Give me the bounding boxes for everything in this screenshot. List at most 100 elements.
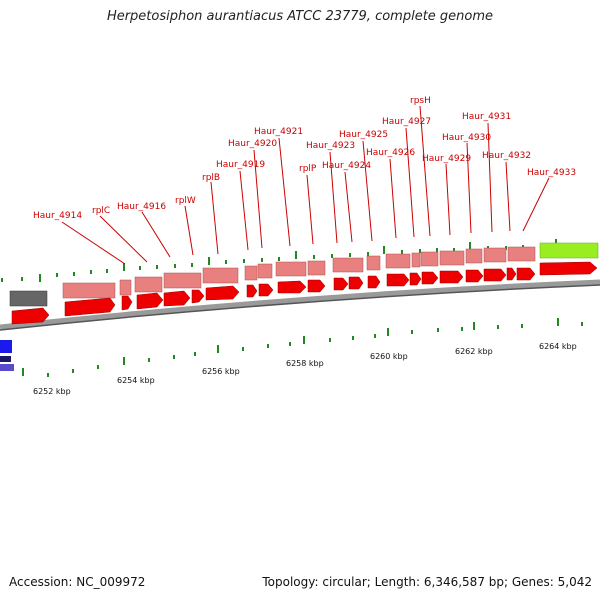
gene-label: rpsH <box>410 96 431 106</box>
red-gene-arrow <box>348 276 364 290</box>
gene-label: Haur_4921 <box>254 127 303 137</box>
scale-label: 6260 kbp <box>370 352 408 361</box>
red-gene-arrow <box>136 292 164 310</box>
outer-tick-row <box>1 239 557 282</box>
red-gene-arrow <box>163 290 191 307</box>
leader-line <box>419 105 431 237</box>
pink-gene <box>483 247 507 263</box>
red-gene-arrow <box>516 267 536 281</box>
leader-line <box>344 171 353 243</box>
pink-gene <box>163 272 202 289</box>
pink-gene <box>119 279 132 296</box>
leader-line <box>99 215 148 263</box>
accession-label: Accession: NC_009972 <box>9 575 146 589</box>
gene-label: Haur_4931 <box>462 112 511 122</box>
red-gene-arrow <box>191 289 205 304</box>
red-gene-arrow <box>539 261 598 276</box>
gene-label: Haur_4929 <box>422 154 471 164</box>
gene-label: Haur_4920 <box>228 139 277 149</box>
leader-lines <box>61 105 550 265</box>
leader-line <box>210 181 219 255</box>
gene-label: rplB <box>202 173 220 183</box>
leader-line <box>487 122 493 233</box>
scale-labels: 6252 kbp 6254 kbp 6256 kbp 6258 kbp 6260… <box>33 342 577 396</box>
pink-gene <box>307 260 326 276</box>
leader-line <box>466 142 472 234</box>
leader-line <box>278 137 291 247</box>
scale-label: 6254 kbp <box>117 376 155 385</box>
scale-label: 6264 kbp <box>539 342 577 351</box>
pink-gene <box>411 252 421 268</box>
leader-line <box>362 140 373 242</box>
red-gene-arrow <box>439 270 464 284</box>
pink-gene <box>134 276 163 293</box>
gene-label: Haur_4919 <box>216 160 265 170</box>
scale-label: 6258 kbp <box>286 359 324 368</box>
gene-label: Haur_4924 <box>322 161 371 171</box>
leader-line <box>505 161 511 232</box>
pink-gene <box>62 282 116 299</box>
pink-gene <box>385 253 411 269</box>
scale-label: 6252 kbp <box>33 387 71 396</box>
pink-gene <box>507 246 536 262</box>
leader-line <box>522 177 550 232</box>
red-gene-arrow <box>409 272 422 286</box>
gene-labels: Haur_4914 rplC Haur_4916 rplW rplB Haur_… <box>33 96 576 221</box>
inner-tick-row <box>22 318 583 377</box>
pink-gene <box>202 267 239 284</box>
genome-title: Herpetosiphon aurantiacus ATCC 23779, co… <box>106 9 494 24</box>
leader-line <box>239 170 249 251</box>
gene-label: Haur_4927 <box>382 117 431 127</box>
scale-label: 6262 kbp <box>455 347 493 356</box>
gene-label: Haur_4930 <box>442 133 491 143</box>
leader-line <box>184 205 194 256</box>
scale-label: 6256 kbp <box>202 367 240 376</box>
red-gene-arrow <box>333 277 349 291</box>
red-gene-arrow <box>258 283 274 297</box>
gene-label: Haur_4926 <box>366 148 415 158</box>
red-gene-arrow <box>483 268 507 282</box>
pink-gene <box>332 257 364 273</box>
leader-line <box>405 127 415 238</box>
green-gene <box>539 242 599 259</box>
red-gene-arrow-left <box>11 307 50 325</box>
pink-gene <box>420 251 439 267</box>
leader-line <box>253 149 263 249</box>
red-gene-arrow <box>367 275 381 289</box>
gene-label: Haur_4932 <box>482 151 531 161</box>
red-gene-arrow <box>64 297 116 317</box>
purple-gene <box>0 364 14 371</box>
red-gene-arrow <box>205 285 240 301</box>
red-gene-arrow <box>465 269 484 283</box>
pink-gene <box>439 250 465 266</box>
gene-label: rplW <box>175 196 196 206</box>
genome-summary: Topology: circular; Length: 6,346,587 bp… <box>262 575 592 589</box>
pink-gene <box>465 248 483 264</box>
genome-backbone-shadow <box>0 284 600 331</box>
blue-gene <box>0 340 12 353</box>
genome-backbone <box>0 279 600 330</box>
red-gene-arrow <box>506 267 517 281</box>
pink-gene <box>244 265 258 281</box>
red-gene-arrow <box>307 279 326 293</box>
gene-label: Haur_4914 <box>33 211 82 221</box>
gene-label: Haur_4933 <box>527 168 576 178</box>
red-gene-track <box>64 261 598 317</box>
gene-label: Haur_4916 <box>117 202 166 212</box>
pink-gene <box>275 261 307 277</box>
leader-line <box>61 221 126 265</box>
red-gene-arrow <box>121 295 133 311</box>
pink-gene <box>257 263 273 279</box>
pink-gene <box>366 255 381 271</box>
red-gene-arrow <box>386 273 410 287</box>
leader-line <box>306 174 314 245</box>
grey-gene <box>9 290 48 307</box>
gene-label: Haur_4923 <box>306 141 355 151</box>
gene-label: Haur_4925 <box>339 130 388 140</box>
gene-label: rplC <box>92 206 110 216</box>
leader-line <box>445 163 451 236</box>
leader-line <box>389 158 397 239</box>
pink-gene-track <box>62 246 536 299</box>
red-gene-arrow <box>277 280 307 294</box>
